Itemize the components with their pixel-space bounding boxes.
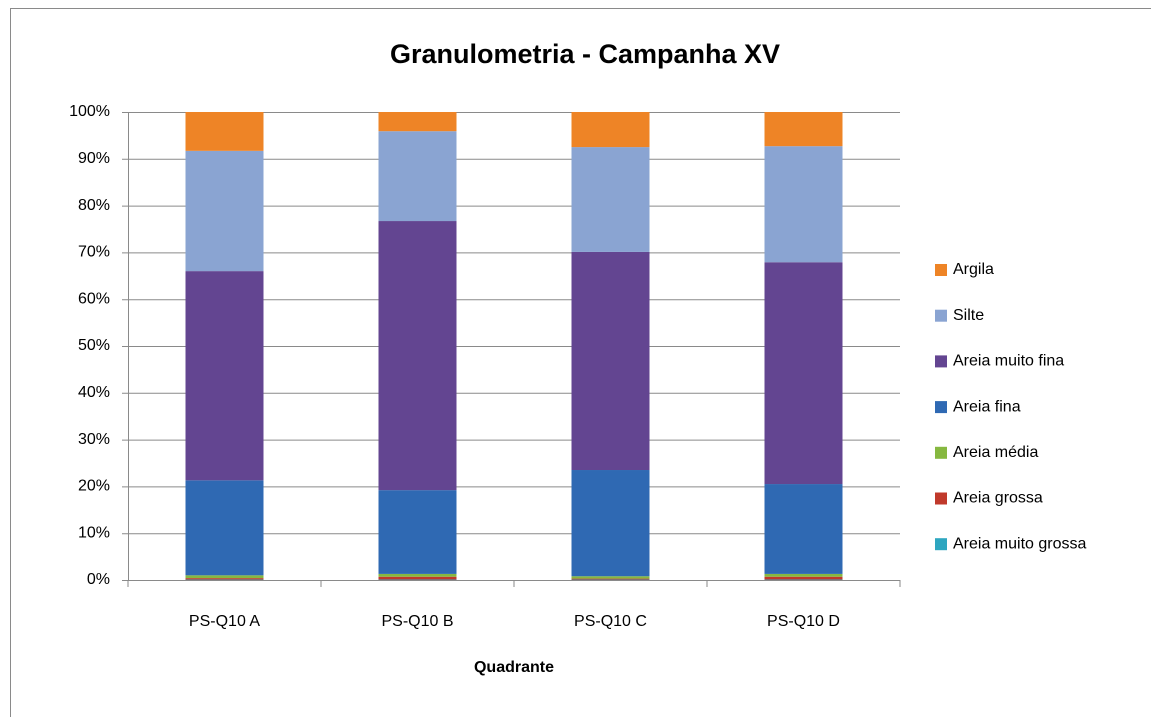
bar-segment xyxy=(572,576,650,578)
bar-segment xyxy=(379,490,457,574)
bar-segment xyxy=(379,574,457,577)
legend-label: Areia muito fina xyxy=(953,353,1064,370)
bar-segment xyxy=(572,112,650,147)
bar-segment xyxy=(379,221,457,490)
legend-swatch xyxy=(935,401,947,413)
x-tick-label: PS-Q10 B xyxy=(381,613,453,630)
bar-segment xyxy=(186,575,264,578)
legend-label: Silte xyxy=(953,307,984,324)
bar-segment xyxy=(572,252,650,470)
x-tick-label: PS-Q10 A xyxy=(189,613,260,630)
legend-label: Areia fina xyxy=(953,398,1021,415)
x-tick-label: PS-Q10 C xyxy=(574,613,647,630)
y-tick-label: 0% xyxy=(87,571,110,588)
chart-title: Granulometria - Campanha XV xyxy=(390,39,780,69)
y-tick-label: 80% xyxy=(78,197,110,214)
y-tick-label: 30% xyxy=(78,431,110,448)
bar-segment xyxy=(379,577,457,580)
bar-segment xyxy=(379,112,457,131)
y-tick-label: 40% xyxy=(78,384,110,401)
y-tick-label: 10% xyxy=(78,524,110,541)
bar-segment xyxy=(765,262,843,484)
bar-segment xyxy=(765,112,843,146)
bar-segment xyxy=(765,484,843,574)
legend-label: Areia grossa xyxy=(953,490,1043,507)
y-tick-label: 60% xyxy=(78,290,110,307)
bar-segment xyxy=(186,480,264,575)
bar-segment xyxy=(186,271,264,480)
bar-segment xyxy=(572,147,650,252)
y-tick-label: 90% xyxy=(78,150,110,167)
bar-segment xyxy=(572,579,650,580)
legend-swatch xyxy=(935,310,947,322)
x-tick-label: PS-Q10 D xyxy=(767,613,840,630)
legend-swatch xyxy=(935,538,947,550)
bar-segment xyxy=(765,577,843,580)
x-axis-label: Quadrante xyxy=(474,659,554,676)
y-tick-label: 50% xyxy=(78,337,110,354)
legend-label: Areia muito grossa xyxy=(953,535,1086,552)
bar-segment xyxy=(765,574,843,577)
legend-swatch xyxy=(935,264,947,276)
y-tick-label: 100% xyxy=(69,103,110,120)
bar-segment xyxy=(572,470,650,576)
legend-label: Areia média xyxy=(953,444,1038,461)
legend-swatch xyxy=(935,355,947,367)
bar-segment xyxy=(186,151,264,271)
bar-segment xyxy=(186,112,264,151)
bar-segment xyxy=(765,146,843,262)
legend-swatch xyxy=(935,447,947,459)
y-tick-label: 70% xyxy=(78,244,110,261)
bar-segment xyxy=(186,578,264,579)
legend-swatch xyxy=(935,493,947,505)
legend-label: Argila xyxy=(953,261,994,278)
bar-segment xyxy=(379,131,457,221)
y-tick-label: 20% xyxy=(78,478,110,495)
